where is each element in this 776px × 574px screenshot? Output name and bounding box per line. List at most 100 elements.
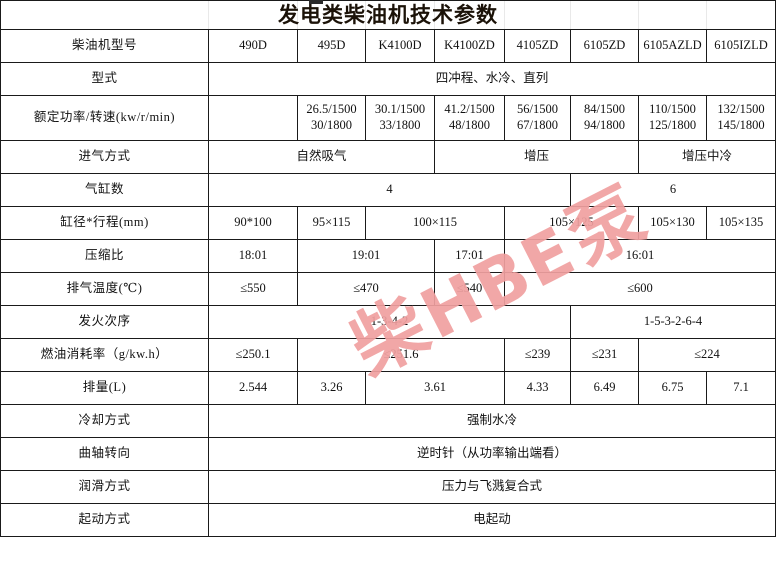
table-cell: 1-3-4-2	[208, 305, 571, 339]
table-cell: 7.1	[706, 371, 776, 405]
table-cell: K4100ZD	[434, 29, 505, 63]
table-row: 气缸数 4 6	[0, 173, 776, 207]
table-cell: ≤540	[434, 272, 505, 306]
table-cell: 30.1/1500 33/1800	[365, 95, 435, 141]
table-row: 曲轴转向 逆时针（从功率输出端看）	[0, 437, 776, 471]
row-label: 排量(L)	[0, 371, 209, 405]
table-cell: 26.5/1500 30/1800	[297, 95, 366, 141]
cell-line: 125/1800	[648, 118, 697, 132]
row-label: 压缩比	[0, 239, 209, 273]
table-row: 缸径*行程(mm) 90*100 95×115 100×115 105×125 105×1…	[0, 206, 776, 240]
table-cell: 90*100	[208, 206, 298, 240]
table-cell: 6105IZLD	[706, 29, 776, 63]
table-cell: 增压	[434, 140, 639, 174]
table-cell: 3.26	[297, 371, 366, 405]
table-cell: 增压中冷	[638, 140, 776, 174]
cell-line: 67/1800	[517, 118, 558, 132]
table-cell: 110/1500 125/1800	[638, 95, 707, 141]
table-cell: 17:01	[434, 239, 505, 273]
table-cell: ≤250.1	[208, 338, 298, 372]
table-cell: 强制水冷	[208, 404, 776, 438]
table-cell: 495D	[297, 29, 366, 63]
top-edge-artifact	[309, 0, 323, 4]
table-row: 排气温度(℃) ≤550 ≤470 ≤540 ≤600	[0, 272, 776, 306]
row-label: 起动方式	[0, 503, 209, 537]
row-label: 型式	[0, 62, 209, 96]
row-label: 润滑方式	[0, 470, 209, 504]
table-row: 型式 四冲程、水冷、直列	[0, 62, 776, 96]
table-cell: 16:01	[504, 239, 776, 273]
table-cell: 6.49	[570, 371, 639, 405]
table-cell: ≤224	[638, 338, 776, 372]
row-label: 额定功率/转速(kw/r/min)	[0, 95, 209, 141]
table-cell: 2.544	[208, 371, 298, 405]
row-label: 缸径*行程(mm)	[0, 206, 209, 240]
table-row: 压缩比 18:01 19:01 17:01 16:01	[0, 239, 776, 273]
cell-line: 30.1/1500	[374, 102, 426, 117]
table-row: 进气方式 自然吸气 增压 增压中冷	[0, 140, 776, 174]
table-cell: 19:01	[297, 239, 435, 273]
cell-line: 48/1800	[449, 118, 490, 132]
table-cell: 95×115	[297, 206, 366, 240]
table-cell: 3.61	[365, 371, 505, 405]
table-cell: 18:01	[208, 239, 298, 273]
table-cell: 1-5-3-2-6-4	[570, 305, 776, 339]
cell-line: 26.5/1500	[306, 102, 357, 117]
table-cell: 逆时针（从功率输出端看）	[208, 437, 776, 471]
row-label: 进气方式	[0, 140, 209, 174]
table-cell: 电起动	[208, 503, 776, 537]
table-row: 排量(L) 2.544 3.26 3.61 4.33 6.49 6.75 7.1	[0, 371, 776, 405]
row-label: 气缸数	[0, 173, 209, 207]
row-label: 燃油消耗率（g/kw.h）	[0, 338, 209, 372]
page-title: 发电类柴油机技术参数	[0, 0, 776, 30]
row-label: 排气温度(℃)	[0, 272, 209, 306]
row-label: 柴油机型号	[0, 29, 209, 63]
table-cell: 6105AZLD	[638, 29, 707, 63]
table-cell: 132/1500 145/1800	[706, 95, 776, 141]
table-cell: 四冲程、水冷、直列	[208, 62, 776, 96]
table-row: 额定功率/转速(kw/r/min) 26.5/1500 30/1800 30.1/15…	[0, 95, 776, 141]
table-cell: 84/1500 94/1800	[570, 95, 639, 141]
cell-line: 30/1800	[311, 118, 352, 132]
table-row: 燃油消耗率（g/kw.h） ≤250.1 ≤251.6 ≤239 ≤231 ≤224	[0, 338, 776, 372]
title-row: 发电类柴油机技术参数	[0, 0, 776, 30]
diesel-engine-spec-table: 发电类柴油机技术参数 柴油机型号 490D 495D K4100D K4100ZD 410…	[0, 0, 776, 537]
table-cell: ≤550	[208, 272, 298, 306]
table-cell: ≤470	[297, 272, 435, 306]
cell-line: 41.2/1500	[444, 102, 495, 117]
table-cell: 6	[570, 173, 776, 207]
cell-line: 84/1500	[584, 102, 625, 117]
table-cell: 100×115	[365, 206, 505, 240]
row-label: 冷却方式	[0, 404, 209, 438]
table-cell: K4100D	[365, 29, 435, 63]
table-cell: 41.2/1500 48/1800	[434, 95, 505, 141]
table-cell: 6105ZD	[570, 29, 639, 63]
table-row: 发火次序 1-3-4-2 1-5-3-2-6-4	[0, 305, 776, 339]
row-label: 曲轴转向	[0, 437, 209, 471]
cell-line: 110/1500	[649, 102, 696, 117]
cell-line: 56/1500	[517, 102, 558, 117]
table-cell: 56/1500 67/1800	[504, 95, 571, 141]
table-cell: 105×130	[638, 206, 707, 240]
table-cell: 自然吸气	[208, 140, 435, 174]
table-cell: 4105ZD	[504, 29, 571, 63]
table-cell: ≤231	[570, 338, 639, 372]
table-cell: 4	[208, 173, 571, 207]
cell-line: 145/1800	[717, 118, 765, 132]
table-row: 柴油机型号 490D 495D K4100D K4100ZD 4105ZD 6105ZD 61…	[0, 29, 776, 63]
table-cell: 490D	[208, 29, 298, 63]
table-cell: ≤251.6	[297, 338, 505, 372]
table-cell: ≤600	[504, 272, 776, 306]
spec-table-body: 发电类柴油机技术参数 柴油机型号 490D 495D K4100D K4100ZD 410…	[0, 0, 776, 537]
table-cell: 4.33	[504, 371, 571, 405]
cell-line: 94/1800	[584, 118, 625, 132]
table-cell: 105×135	[706, 206, 776, 240]
table-cell	[208, 95, 298, 141]
table-row: 起动方式 电起动	[0, 503, 776, 537]
table-row: 润滑方式 压力与飞溅复合式	[0, 470, 776, 504]
table-cell: 压力与飞溅复合式	[208, 470, 776, 504]
cell-line: 132/1500	[717, 102, 765, 117]
row-label: 发火次序	[0, 305, 209, 339]
cell-line: 33/1800	[379, 118, 421, 132]
